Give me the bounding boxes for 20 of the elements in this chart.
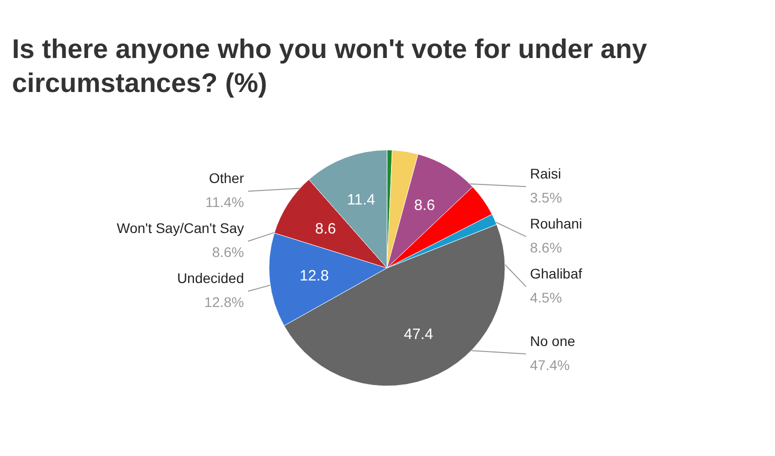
text: 8.6% — [530, 240, 562, 256]
slice-label: Rouhani — [530, 216, 582, 232]
slice-label: Ghalibaf — [530, 266, 582, 282]
text: 8.6% — [212, 244, 244, 260]
text: 47.4% — [530, 356, 570, 373]
data-label: 8.6 — [315, 220, 336, 238]
text: 12.8% — [204, 294, 244, 310]
chart-title: Is there anyone who you won't vote for under any circumstances? (%) — [12, 34, 648, 98]
data-label: 11.4 — [347, 192, 376, 209]
slice-label: No one — [530, 332, 576, 349]
data-label: 47.4 — [404, 326, 434, 344]
data-label: 8.6 — [414, 197, 436, 214]
text: 11.4% — [205, 194, 244, 210]
slice-label: Other — [208, 170, 244, 186]
data-label: 12.8 — [300, 268, 329, 285]
slice-label: Undecided — [177, 270, 244, 286]
slice-label: Won't Say/Can't Say — [116, 220, 244, 236]
text: 4.5% — [530, 290, 562, 306]
text: 3.5% — [530, 190, 562, 206]
slice-label: Raisi — [530, 166, 562, 182]
